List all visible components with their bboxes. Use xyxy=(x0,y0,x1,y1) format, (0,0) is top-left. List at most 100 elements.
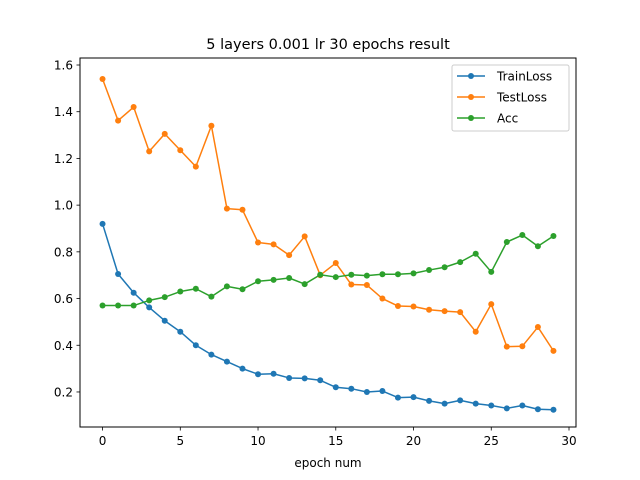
y-tick-label-1.4: 1.4 xyxy=(54,105,73,119)
data-point-acc-0 xyxy=(99,302,106,309)
data-point-trainloss-14 xyxy=(317,377,324,384)
x-tick-label-30: 30 xyxy=(561,434,576,448)
data-point-trainloss-21 xyxy=(426,397,433,404)
data-point-acc-5 xyxy=(177,288,184,295)
data-point-testloss-15 xyxy=(332,260,339,267)
data-point-trainloss-22 xyxy=(441,400,448,407)
data-point-testloss-26 xyxy=(503,343,510,350)
data-point-trainloss-19 xyxy=(394,394,401,401)
data-point-acc-21 xyxy=(426,267,433,274)
data-point-testloss-20 xyxy=(410,303,417,310)
data-point-acc-28 xyxy=(534,243,541,250)
y-tick-label-0.8: 0.8 xyxy=(54,245,73,259)
legend-box xyxy=(451,64,570,132)
data-point-trainloss-15 xyxy=(332,384,339,391)
data-point-acc-8 xyxy=(223,283,230,290)
chart-title: 5 layers 0.001 lr 30 epochs result xyxy=(206,37,450,53)
data-point-trainloss-1 xyxy=(115,271,122,278)
legend-marker-testloss xyxy=(468,94,474,100)
data-point-acc-15 xyxy=(332,274,339,281)
plot-frame xyxy=(79,57,577,428)
x-tick-label-5: 5 xyxy=(176,434,184,448)
data-point-testloss-18 xyxy=(379,295,386,302)
data-point-acc-18 xyxy=(379,271,386,278)
data-point-trainloss-13 xyxy=(301,375,308,382)
data-point-testloss-21 xyxy=(426,306,433,313)
data-point-trainloss-4 xyxy=(161,317,168,324)
data-point-acc-20 xyxy=(410,270,417,277)
data-point-acc-7 xyxy=(208,293,215,300)
plot-area: 0 5 10 15 20 25 30 0.2 0.4 0.6 0.8 1.0 1.2 1.4 1.6 Trai… xyxy=(54,57,577,448)
data-point-testloss-3 xyxy=(146,148,153,155)
data-point-acc-14 xyxy=(317,271,324,278)
data-point-trainloss-24 xyxy=(472,400,479,407)
data-point-acc-13 xyxy=(301,281,308,288)
data-point-testloss-13 xyxy=(301,233,308,240)
legend-label-testloss: TestLoss xyxy=(496,91,547,105)
data-point-testloss-11 xyxy=(270,241,277,248)
data-point-testloss-7 xyxy=(208,122,215,129)
data-point-testloss-16 xyxy=(348,281,355,288)
data-point-acc-22 xyxy=(441,264,448,271)
series-line-trainloss xyxy=(101,223,554,411)
x-tick-label-15: 15 xyxy=(328,434,343,448)
data-point-acc-24 xyxy=(472,250,479,257)
data-point-acc-16 xyxy=(348,271,355,278)
data-point-trainloss-29 xyxy=(550,406,557,413)
data-point-trainloss-26 xyxy=(503,405,510,412)
data-point-trainloss-17 xyxy=(363,388,370,395)
x-tick-label-20: 20 xyxy=(406,434,421,448)
data-point-trainloss-10 xyxy=(255,371,262,378)
data-point-trainloss-9 xyxy=(239,365,246,372)
data-point-trainloss-18 xyxy=(379,388,386,395)
y-tick-label-1.2: 1.2 xyxy=(54,152,73,166)
data-point-trainloss-5 xyxy=(177,328,184,335)
x-tick-label-0: 0 xyxy=(99,434,107,448)
legend-label-acc: Acc xyxy=(497,112,518,126)
data-point-trainloss-20 xyxy=(410,394,417,401)
data-point-acc-25 xyxy=(488,268,495,275)
data-point-testloss-28 xyxy=(534,324,541,331)
data-point-acc-23 xyxy=(457,259,464,266)
data-point-testloss-24 xyxy=(472,328,479,335)
data-point-trainloss-2 xyxy=(130,289,137,296)
y-tick-label-0.2: 0.2 xyxy=(54,385,73,399)
data-point-testloss-25 xyxy=(488,301,495,308)
data-point-acc-11 xyxy=(270,276,277,283)
series-line-acc xyxy=(102,234,554,307)
data-point-trainloss-25 xyxy=(488,402,495,409)
data-point-acc-17 xyxy=(363,272,370,279)
data-point-acc-4 xyxy=(161,294,168,301)
data-point-acc-2 xyxy=(130,302,137,309)
data-point-testloss-2 xyxy=(130,104,137,111)
data-point-testloss-10 xyxy=(255,239,262,246)
y-tick-label-0.4: 0.4 xyxy=(54,339,73,353)
data-point-testloss-6 xyxy=(192,163,199,170)
legend-marker-trainloss xyxy=(468,73,474,79)
data-point-testloss-22 xyxy=(441,308,448,315)
y-tick-label-0.6: 0.6 xyxy=(54,292,73,306)
data-point-testloss-17 xyxy=(363,282,370,289)
data-point-trainloss-28 xyxy=(534,406,541,413)
data-point-acc-6 xyxy=(192,285,199,292)
data-point-trainloss-3 xyxy=(146,304,153,311)
data-point-trainloss-0 xyxy=(99,220,106,227)
y-tick-label-1: 1.0 xyxy=(54,199,73,213)
data-point-acc-3 xyxy=(146,297,153,304)
data-point-acc-26 xyxy=(503,239,510,246)
data-point-testloss-5 xyxy=(177,147,184,154)
data-point-trainloss-27 xyxy=(519,402,526,409)
series-line-testloss xyxy=(101,78,555,352)
data-point-testloss-1 xyxy=(115,117,122,124)
x-axis-title: epoch num xyxy=(294,456,361,470)
x-tick-label-10: 10 xyxy=(250,434,265,448)
data-point-testloss-4 xyxy=(161,130,168,137)
data-point-trainloss-11 xyxy=(270,370,277,377)
data-point-acc-9 xyxy=(239,286,246,293)
data-point-acc-10 xyxy=(255,278,262,285)
data-point-testloss-9 xyxy=(239,206,246,213)
data-point-trainloss-16 xyxy=(348,385,355,392)
data-point-acc-29 xyxy=(550,232,557,239)
